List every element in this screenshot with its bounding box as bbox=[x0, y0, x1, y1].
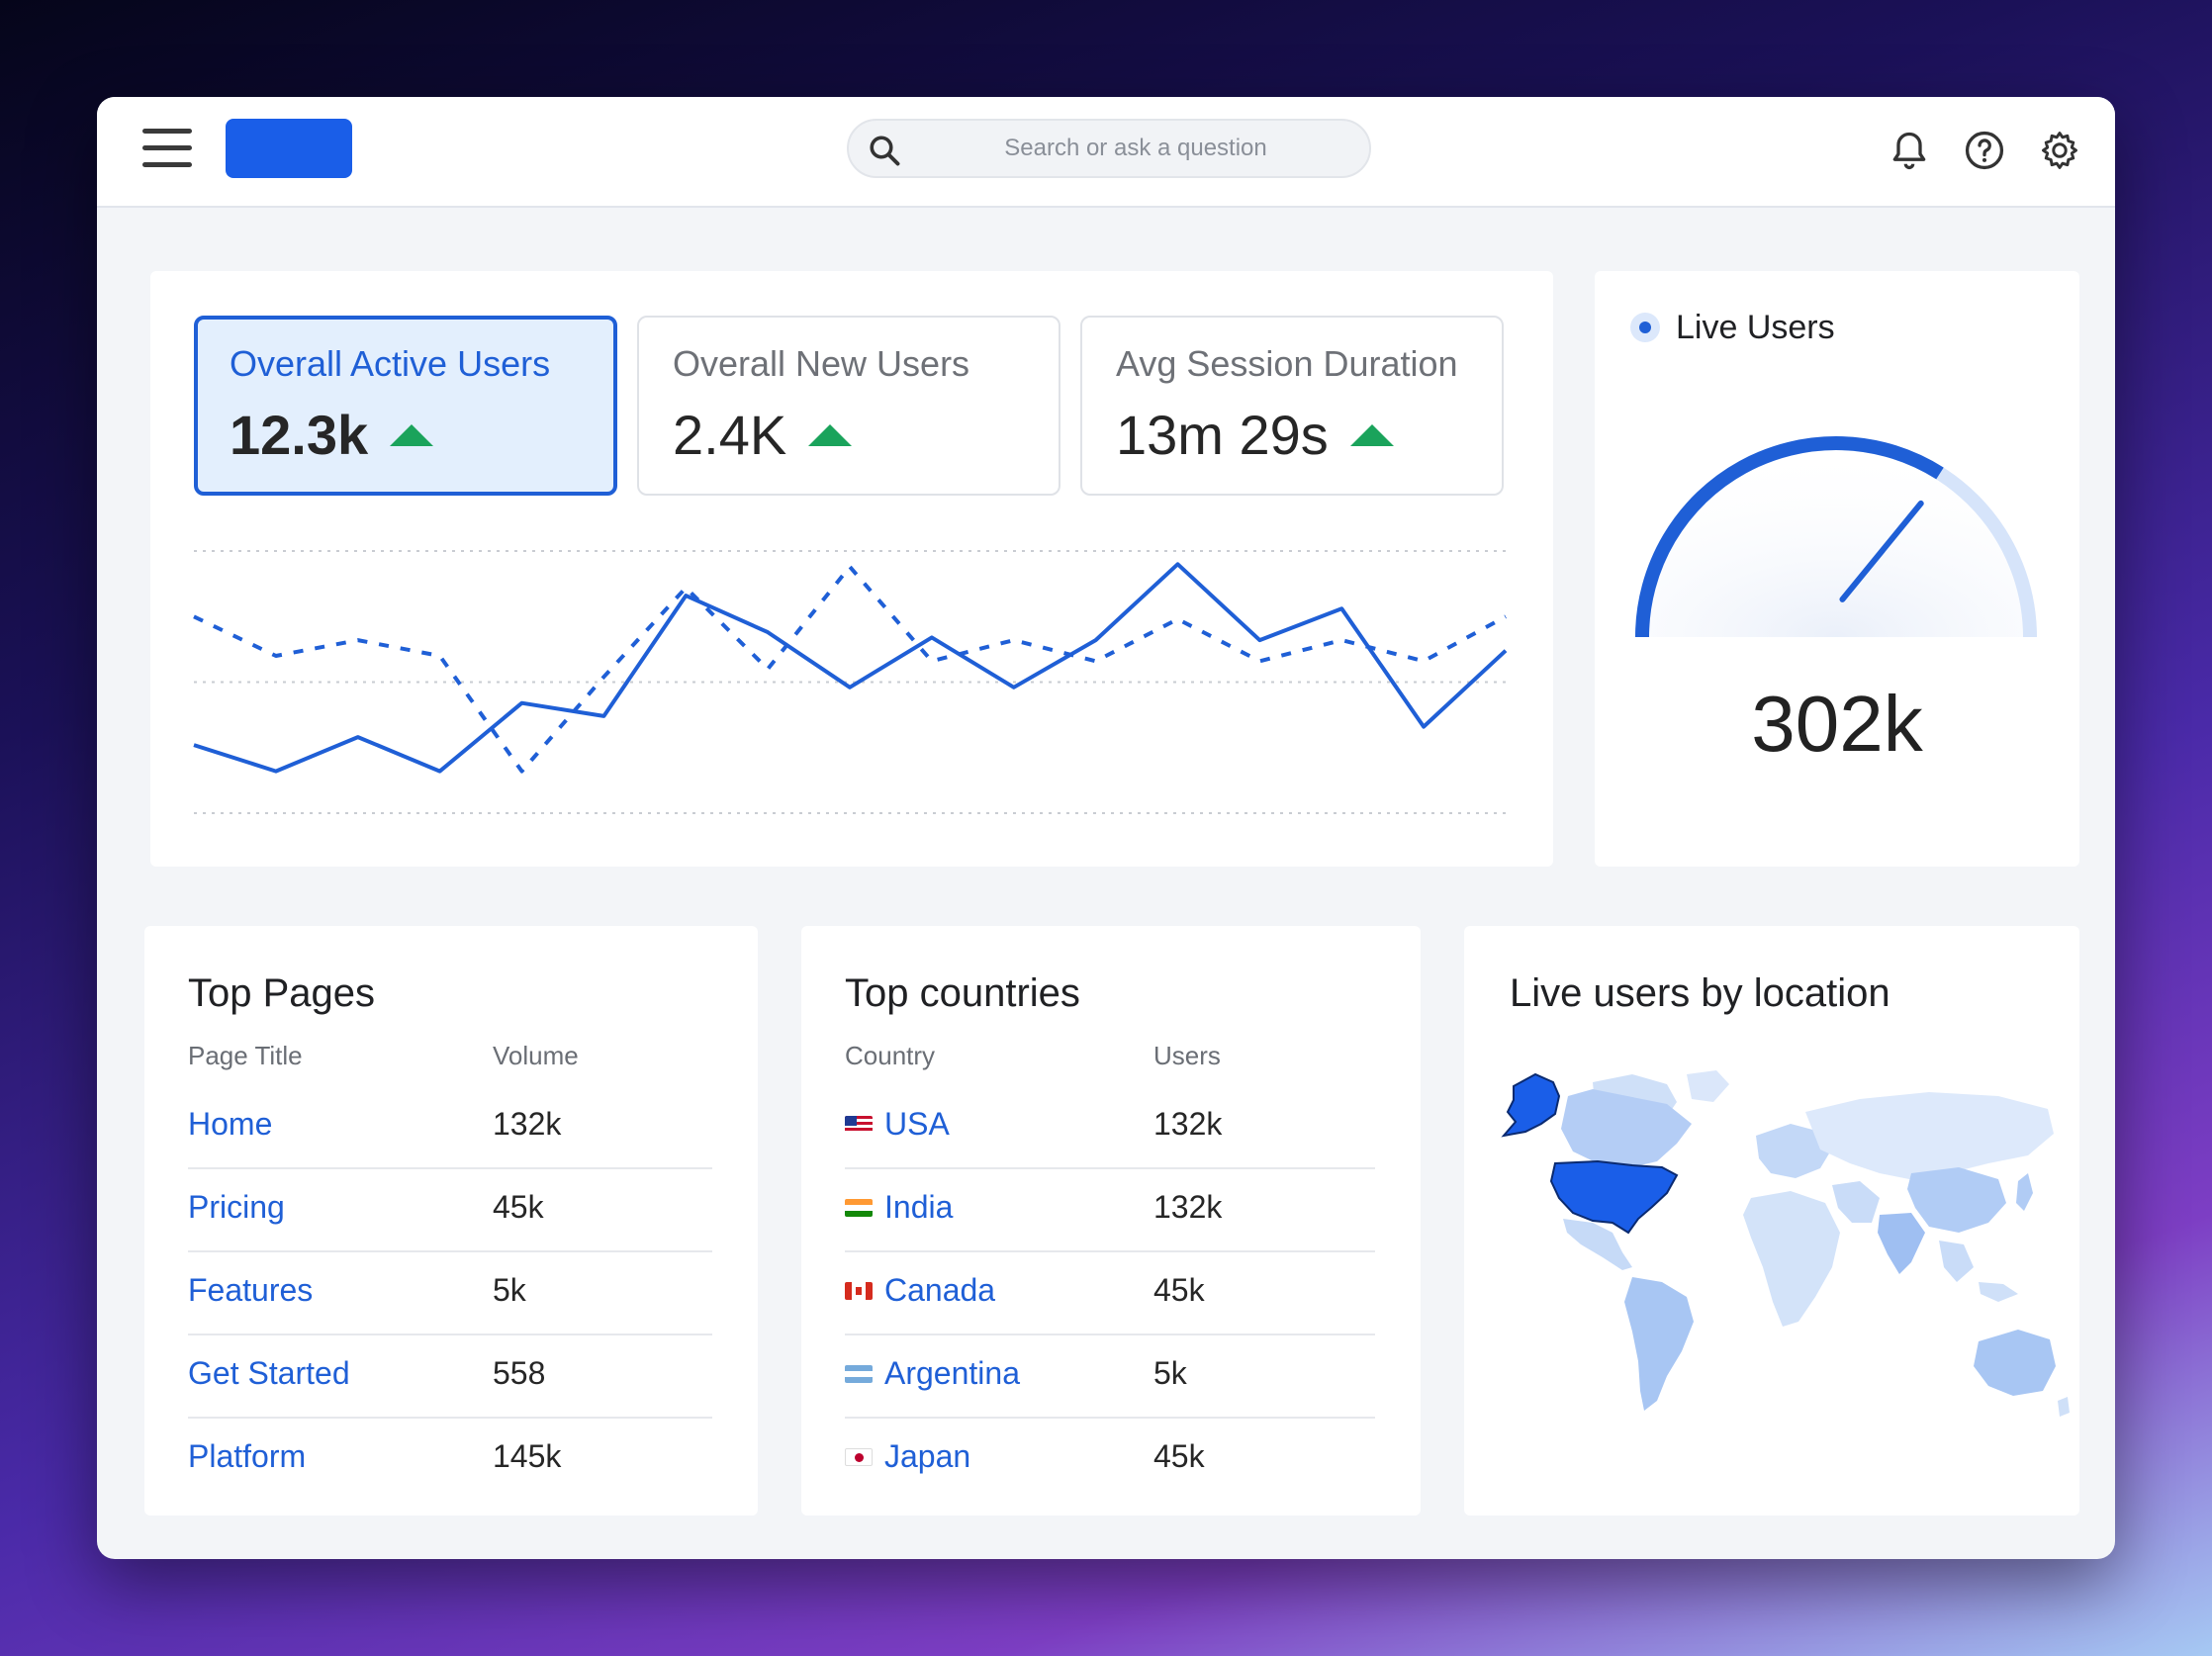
trend-up-icon bbox=[808, 423, 853, 446]
country-link[interactable]: India bbox=[884, 1189, 954, 1225]
table-row[interactable]: Argentina 5k bbox=[845, 1335, 1375, 1419]
top-countries-card: Top countries Country Users USA 132k Ind… bbox=[801, 926, 1421, 1516]
kpi-label: Overall New Users bbox=[673, 343, 970, 384]
page-link[interactable]: Platform bbox=[188, 1438, 307, 1474]
kpi-value: 12.3k bbox=[230, 404, 369, 466]
map-region-usa[interactable] bbox=[1549, 1159, 1679, 1235]
app-logo[interactable] bbox=[226, 119, 352, 178]
table-row[interactable]: Get Started 558 bbox=[188, 1335, 712, 1419]
gear-icon[interactable] bbox=[2038, 129, 2081, 172]
page-volume: 5k bbox=[493, 1272, 526, 1308]
page-volume: 45k bbox=[493, 1189, 544, 1225]
country-users: 132k bbox=[1153, 1189, 1223, 1225]
kpi-label: Avg Session Duration bbox=[1116, 343, 1458, 384]
column-header: Users bbox=[1153, 1041, 1221, 1070]
column-header: Country bbox=[845, 1041, 936, 1070]
us-flag-icon bbox=[845, 1115, 873, 1134]
series-line-solid bbox=[193, 562, 1508, 774]
page-volume: 145k bbox=[493, 1438, 562, 1474]
kpi-value: 13m 29s bbox=[1116, 404, 1329, 466]
column-header: Page Title bbox=[188, 1041, 303, 1070]
trend-up-icon bbox=[390, 423, 434, 446]
world-map[interactable] bbox=[1464, 926, 2079, 1516]
live-users-gauge bbox=[1635, 436, 2037, 638]
kpi-session-duration[interactable]: Avg Session Duration 13m 29s bbox=[1080, 316, 1504, 496]
argentina-flag-icon bbox=[845, 1364, 873, 1383]
table-row[interactable]: Home 132k bbox=[188, 1086, 712, 1169]
live-dot-icon bbox=[1630, 313, 1660, 342]
top-countries-title: Top countries bbox=[845, 971, 1080, 1015]
line-chart bbox=[193, 550, 1508, 814]
table-row[interactable]: USA 132k bbox=[845, 1086, 1375, 1169]
live-users-card: Live Users 302k bbox=[1595, 271, 2079, 867]
kpi-active-users[interactable]: Overall Active Users 12.3k bbox=[194, 316, 617, 496]
table-row[interactable]: Pricing 45k bbox=[188, 1169, 712, 1252]
canada-flag-icon bbox=[845, 1281, 873, 1300]
location-map-card: Live users by location bbox=[1464, 926, 2079, 1516]
india-flag-icon bbox=[845, 1198, 873, 1217]
table-row[interactable]: Features 5k bbox=[188, 1252, 712, 1335]
map-title: Live users by location bbox=[1510, 971, 1890, 1015]
kpi-label: Overall Active Users bbox=[230, 343, 551, 384]
top-bar bbox=[97, 97, 2115, 208]
page-volume: 558 bbox=[493, 1355, 546, 1391]
top-pages-title: Top Pages bbox=[188, 971, 376, 1015]
column-header: Volume bbox=[493, 1041, 579, 1070]
country-link[interactable]: USA bbox=[884, 1106, 950, 1142]
table-row[interactable]: Platform 145k bbox=[188, 1419, 712, 1502]
bell-icon[interactable] bbox=[1888, 129, 1931, 172]
map-region-south-america[interactable] bbox=[1624, 1277, 1694, 1411]
table-row[interactable]: India 132k bbox=[845, 1169, 1375, 1252]
country-users: 45k bbox=[1153, 1438, 1205, 1474]
page-link[interactable]: Home bbox=[188, 1106, 273, 1142]
trend-up-icon bbox=[1349, 423, 1394, 446]
app-window: Overall Active Users 12.3k Overall New U… bbox=[97, 97, 2115, 1559]
live-users-value: 302k bbox=[1751, 680, 1923, 768]
table-row[interactable]: Japan 45k bbox=[845, 1419, 1375, 1502]
kpi-new-users[interactable]: Overall New Users 2.4K bbox=[637, 316, 1060, 496]
gauge-fill bbox=[1635, 436, 1944, 638]
page-volume: 132k bbox=[493, 1106, 562, 1142]
country-users: 5k bbox=[1153, 1355, 1187, 1391]
country-link[interactable]: Argentina bbox=[884, 1355, 1020, 1391]
search-icon bbox=[870, 136, 900, 166]
country-link[interactable]: Japan bbox=[884, 1438, 971, 1474]
map-region-alaska[interactable] bbox=[1501, 1072, 1561, 1138]
gauge-needle bbox=[1839, 500, 1924, 602]
page-link[interactable]: Pricing bbox=[188, 1189, 285, 1225]
kpi-value: 2.4K bbox=[673, 404, 787, 466]
live-users-title: Live Users bbox=[1676, 309, 1835, 346]
metrics-card: Overall Active Users 12.3k Overall New U… bbox=[150, 271, 1553, 867]
menu-icon[interactable] bbox=[142, 129, 192, 168]
top-pages-card: Top Pages Page Title Volume Home 132k Pr… bbox=[144, 926, 758, 1516]
search-bar[interactable] bbox=[847, 119, 1371, 178]
page-link[interactable]: Features bbox=[188, 1272, 314, 1308]
table-row[interactable]: Canada 45k bbox=[845, 1252, 1375, 1335]
gauge-background bbox=[1642, 443, 2030, 637]
country-link[interactable]: Canada bbox=[884, 1272, 996, 1308]
map-region-japan[interactable] bbox=[2016, 1173, 2033, 1211]
series-line-dashed bbox=[193, 564, 1507, 774]
page-link[interactable]: Get Started bbox=[188, 1355, 350, 1391]
country-users: 45k bbox=[1153, 1272, 1205, 1308]
help-icon[interactable] bbox=[1963, 129, 2006, 172]
japan-flag-icon bbox=[845, 1447, 873, 1466]
search-input[interactable] bbox=[928, 129, 1343, 168]
map-region-india[interactable] bbox=[1878, 1213, 1925, 1274]
country-users: 132k bbox=[1153, 1106, 1223, 1142]
map-region-canada[interactable] bbox=[1561, 1089, 1692, 1168]
